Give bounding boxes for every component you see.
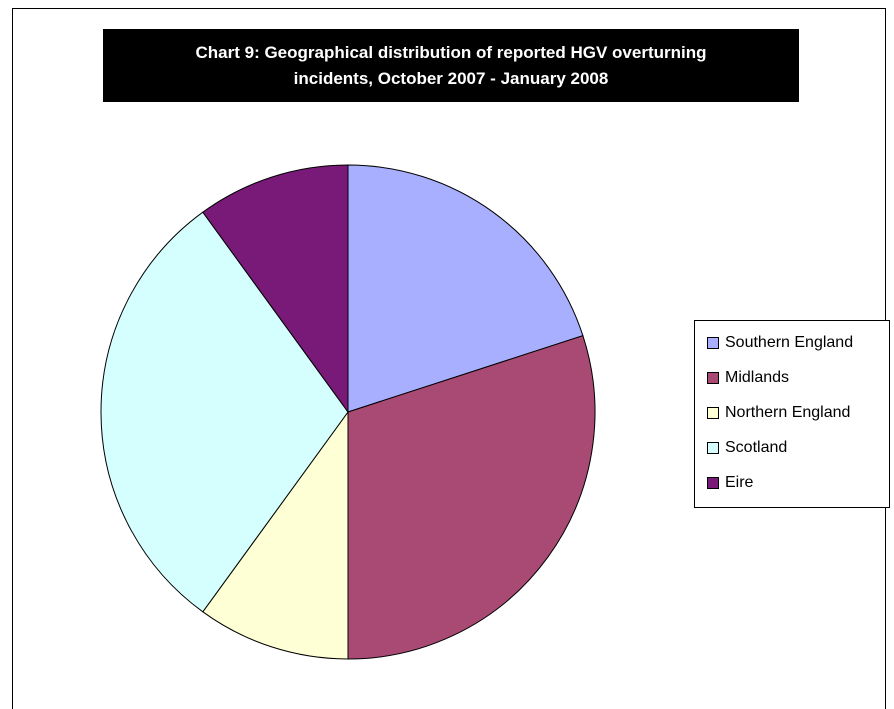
pie-slice-southern-england <box>347 164 584 413</box>
legend-swatch <box>707 406 719 419</box>
legend-label: Southern England <box>725 333 854 351</box>
legend-items: Southern England Midlands Northern England… <box>695 325 889 500</box>
legend-label: Northern England <box>725 403 851 421</box>
legend-label: Eire <box>725 473 754 491</box>
legend-item-eire: Eire <box>695 465 889 500</box>
legend-item-northern-england: Northern England <box>695 395 889 430</box>
legend-label: Scotland <box>725 438 788 456</box>
chart-title-line-1: Chart 9: Geographical distribution of re… <box>195 42 707 62</box>
legend-swatch <box>707 371 719 384</box>
legend-swatch <box>707 476 719 489</box>
legend-swatch <box>707 441 719 454</box>
pie-slices <box>100 164 596 660</box>
legend: Southern England Midlands Northern England… <box>694 320 890 508</box>
legend-item-scotland: Scotland <box>695 430 889 465</box>
legend-swatch <box>707 336 719 349</box>
pie-slice-northern-england <box>202 410 349 660</box>
pie-slice-eire <box>202 164 349 414</box>
legend-item-southern-england: Southern England <box>695 325 889 360</box>
legend-item-midlands: Midlands <box>695 360 889 395</box>
legend-label: Midlands <box>725 368 790 386</box>
chart-title-line-2: incidents, October 2007 - January 2008 <box>293 68 609 88</box>
pie-slice-midlands <box>347 335 596 660</box>
pie-slice-scotland <box>100 211 349 613</box>
chart-title: Chart 9: Geographical distribution of re… <box>103 29 799 102</box>
